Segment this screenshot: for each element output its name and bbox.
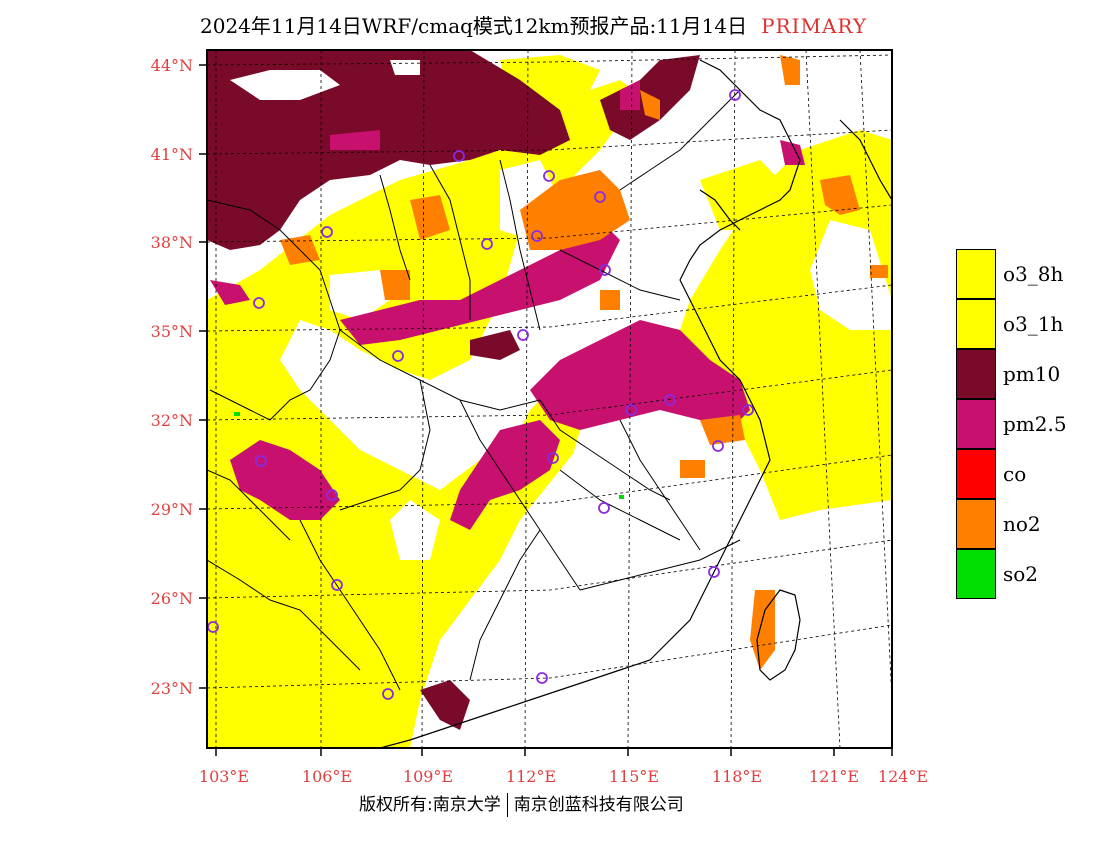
lon-label: 103°E <box>199 767 249 786</box>
station-marker <box>625 404 637 416</box>
legend-label: co <box>1003 462 1027 486</box>
legend-item-no2: no2 <box>956 499 1096 549</box>
lon-label: 112°E <box>506 767 556 786</box>
station-marker <box>253 297 265 309</box>
lat-label: 41°N <box>151 145 193 164</box>
station-marker <box>331 579 343 591</box>
lon-label: 115°E <box>609 767 659 786</box>
lat-label: 38°N <box>151 233 193 252</box>
station-marker <box>742 404 754 416</box>
station-markers <box>207 89 754 700</box>
lon-label: 109°E <box>403 767 453 786</box>
station-marker <box>326 489 338 501</box>
station-marker <box>255 455 267 467</box>
primary-tag: PRIMARY <box>761 14 868 38</box>
legend-swatch <box>956 549 996 599</box>
map-frame <box>206 49 893 749</box>
lat-label: 29°N <box>151 500 193 519</box>
legend-label: pm10 <box>1003 362 1061 386</box>
station-marker <box>382 688 394 700</box>
lat-labels: 44°N 41°N 38°N 35°N 32°N 29°N 26°N 23°N <box>151 56 193 698</box>
station-marker <box>321 226 333 238</box>
footer-divider <box>506 793 508 817</box>
legend-label: pm2.5 <box>1003 412 1067 436</box>
lat-label: 23°N <box>151 679 193 698</box>
lon-label: 106°E <box>302 767 352 786</box>
coastline <box>379 59 892 748</box>
legend-item-so2: so2 <box>956 549 1096 599</box>
legend-swatch <box>956 399 996 449</box>
station-marker <box>598 502 610 514</box>
lon-ticks <box>215 748 893 756</box>
lat-label: 44°N <box>151 56 193 75</box>
legend-swatch <box>956 449 996 499</box>
copyright-right: 南京创蓝科技有限公司 <box>513 795 684 815</box>
map-area <box>207 50 892 748</box>
legend-label: o3_1h <box>1003 312 1064 336</box>
station-marker <box>708 566 720 578</box>
legend-item-co: co <box>956 449 1096 499</box>
station-marker <box>594 191 606 203</box>
legend-swatch <box>956 349 996 399</box>
legend: o3_8h o3_1h pm10 pm2.5 co no2 so2 <box>956 249 1096 599</box>
legend-swatch <box>956 499 996 549</box>
so2-regions <box>234 412 624 499</box>
map-title: 2024年11月14日WRF/cmaq模式12km预报产品:11月14日 PRIM… <box>200 10 867 39</box>
pm25-regions <box>210 80 805 530</box>
legend-item-o3-1h: o3_1h <box>956 299 1096 349</box>
legend-item-pm25: pm2.5 <box>956 399 1096 449</box>
legend-label: o3_8h <box>1003 262 1064 286</box>
lat-ticks <box>199 64 207 689</box>
copyright-left: 版权所有:南京大学 <box>359 795 501 815</box>
station-marker <box>664 394 676 406</box>
legend-swatch <box>956 299 996 349</box>
legend-item-pm10: pm10 <box>956 349 1096 399</box>
station-marker <box>543 170 555 182</box>
lat-label: 35°N <box>151 322 193 341</box>
pm10-clear-patch <box>230 60 420 100</box>
station-marker <box>599 264 611 276</box>
no2-regions <box>280 55 888 670</box>
station-marker <box>536 672 548 684</box>
station-marker <box>392 350 404 362</box>
legend-swatch <box>956 249 996 299</box>
graticule <box>207 50 892 748</box>
station-marker <box>517 329 529 341</box>
station-marker <box>481 238 493 250</box>
legend-item-o3-8h: o3_8h <box>956 249 1096 299</box>
lat-label: 26°N <box>151 589 193 608</box>
lon-label: 118°E <box>712 767 762 786</box>
station-marker <box>453 150 465 162</box>
station-marker <box>547 452 559 464</box>
province-borders <box>207 89 741 691</box>
lat-label: 32°N <box>151 411 193 430</box>
station-marker <box>712 440 724 452</box>
lon-labels: 103°E 106°E 109°E 112°E 115°E 118°E 121°… <box>199 767 928 786</box>
lon-label: 121°E <box>809 767 859 786</box>
station-marker <box>531 230 543 242</box>
station-marker <box>729 89 741 101</box>
lon-label: 124°E <box>878 767 928 786</box>
map-title-text: 2024年11月14日WRF/cmaq模式12km预报产品:11月14日 <box>200 14 748 38</box>
legend-label: so2 <box>1003 562 1039 586</box>
copyright-footer: 版权所有:南京大学 南京创蓝科技有限公司 <box>359 790 684 817</box>
legend-label: no2 <box>1003 512 1041 536</box>
